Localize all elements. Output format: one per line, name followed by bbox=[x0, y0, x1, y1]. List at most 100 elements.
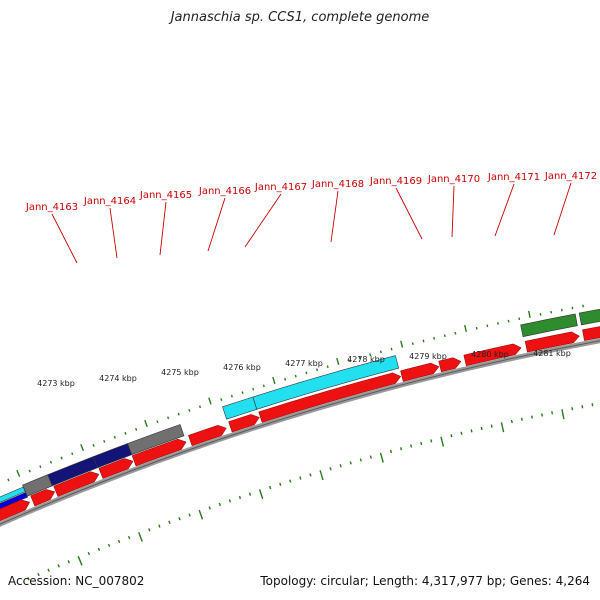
tick-mark bbox=[507, 319, 510, 323]
map-title: Jannaschia sp. CCS1, complete genome bbox=[170, 10, 430, 25]
tick-mark bbox=[379, 350, 382, 354]
feature-track bbox=[0, 308, 600, 510]
gray-feature bbox=[127, 424, 185, 456]
scale-label: 4276 kbp bbox=[223, 363, 261, 372]
scale-tick bbox=[269, 485, 272, 490]
scale-tick bbox=[238, 495, 242, 500]
tick-mark bbox=[71, 452, 74, 456]
scale-tick bbox=[339, 464, 342, 468]
scale-tick bbox=[258, 489, 264, 500]
leader-line bbox=[451, 185, 455, 238]
blue-feature bbox=[0, 492, 28, 510]
scale-tick bbox=[27, 577, 30, 581]
gene-arrow bbox=[524, 331, 580, 353]
scale-tick bbox=[87, 551, 91, 556]
scale-tick bbox=[379, 452, 384, 463]
scale-tick bbox=[208, 506, 211, 510]
tick-mark bbox=[156, 420, 159, 424]
gene-arrow bbox=[463, 343, 522, 367]
gene-label: Jann_4168 bbox=[311, 179, 364, 190]
gene-arrow bbox=[400, 362, 440, 382]
tick-mark bbox=[443, 334, 446, 338]
tick-mark bbox=[144, 419, 148, 427]
scale-tick bbox=[127, 535, 131, 540]
leader-line bbox=[109, 207, 118, 259]
scale-tick bbox=[289, 479, 292, 483]
tick-mark bbox=[411, 342, 414, 345]
scale-tick bbox=[248, 492, 252, 496]
accession-text: Accession: NC_007802 bbox=[8, 574, 145, 588]
scale-tick bbox=[319, 470, 324, 481]
scale-tick bbox=[440, 436, 445, 447]
scale-label: 4274 kbp bbox=[99, 374, 137, 383]
leader-line bbox=[330, 190, 339, 243]
tick-mark bbox=[560, 308, 563, 312]
tick-mark bbox=[326, 365, 329, 369]
tick-mark bbox=[208, 397, 212, 405]
scale-tick bbox=[460, 431, 463, 435]
gene-label: Jann_4169 bbox=[369, 176, 422, 187]
scale-tick bbox=[77, 555, 83, 566]
scale-labels: 4273 kbp 4274 kbp 4275 kbp 4276 kbp 4277 kbp… bbox=[37, 349, 571, 388]
scale-tick bbox=[67, 560, 70, 564]
green-feature bbox=[520, 313, 578, 338]
tick-mark bbox=[518, 317, 521, 321]
tick-mark bbox=[369, 353, 372, 357]
scale-tick bbox=[107, 543, 111, 548]
tick-mark bbox=[305, 371, 308, 375]
gene-arrow bbox=[0, 499, 31, 522]
scale-tick bbox=[309, 473, 312, 477]
tick-mark bbox=[272, 376, 276, 385]
gene-label: Jann_4165 bbox=[139, 190, 192, 201]
leader-line bbox=[494, 183, 515, 237]
gene-arrow bbox=[98, 458, 134, 479]
leader-line bbox=[207, 197, 226, 252]
tick-mark bbox=[49, 460, 53, 464]
tick-mark bbox=[113, 435, 116, 439]
tick-mark bbox=[571, 306, 574, 310]
scale-label: 4277 kbp bbox=[285, 359, 323, 368]
scale-tick bbox=[148, 528, 151, 532]
scale-tick bbox=[57, 564, 60, 568]
tick-mark bbox=[294, 374, 297, 378]
gene-arrow bbox=[131, 438, 187, 467]
tick-mark bbox=[497, 322, 499, 325]
scale-tick bbox=[299, 476, 302, 480]
scale-tick bbox=[359, 458, 362, 462]
scale-tick bbox=[571, 407, 574, 411]
scale-tick bbox=[510, 419, 513, 424]
green-feature bbox=[578, 308, 600, 326]
leader-line bbox=[395, 187, 423, 240]
tick-mark bbox=[167, 416, 170, 420]
gene-arrow bbox=[438, 357, 462, 373]
gene-label: Jann_4167 bbox=[254, 182, 307, 193]
genome-backbone bbox=[0, 338, 600, 527]
tick-mark bbox=[7, 478, 10, 482]
tick-mark bbox=[486, 324, 489, 328]
tick-mark bbox=[539, 312, 542, 316]
scale-tick bbox=[369, 455, 372, 459]
tick-mark bbox=[28, 469, 31, 473]
scale-label: 4280 kbp bbox=[471, 350, 509, 359]
scale-tick bbox=[178, 517, 181, 521]
gene-arrow bbox=[53, 471, 100, 497]
scale-tick bbox=[531, 415, 533, 419]
scale-tick bbox=[389, 449, 393, 454]
tick-mark bbox=[39, 465, 42, 469]
gene-label: Jann_4172 bbox=[544, 171, 597, 182]
cyan-feature bbox=[252, 355, 400, 410]
scale-tick bbox=[561, 409, 565, 420]
gene-label: Jann_4171 bbox=[487, 172, 540, 183]
gene-label: Jann_4163 bbox=[25, 202, 78, 213]
tick-mark bbox=[103, 439, 106, 443]
tick-mark bbox=[188, 408, 191, 412]
scale-tick bbox=[520, 417, 523, 421]
scale-tick bbox=[591, 403, 594, 407]
tick-mark bbox=[433, 336, 436, 340]
scale-tick bbox=[198, 509, 204, 520]
leader-line bbox=[553, 182, 572, 236]
scale-tick bbox=[480, 426, 483, 431]
tick-mark bbox=[528, 310, 531, 318]
tick-mark bbox=[464, 324, 467, 333]
scale-tick bbox=[410, 444, 413, 448]
